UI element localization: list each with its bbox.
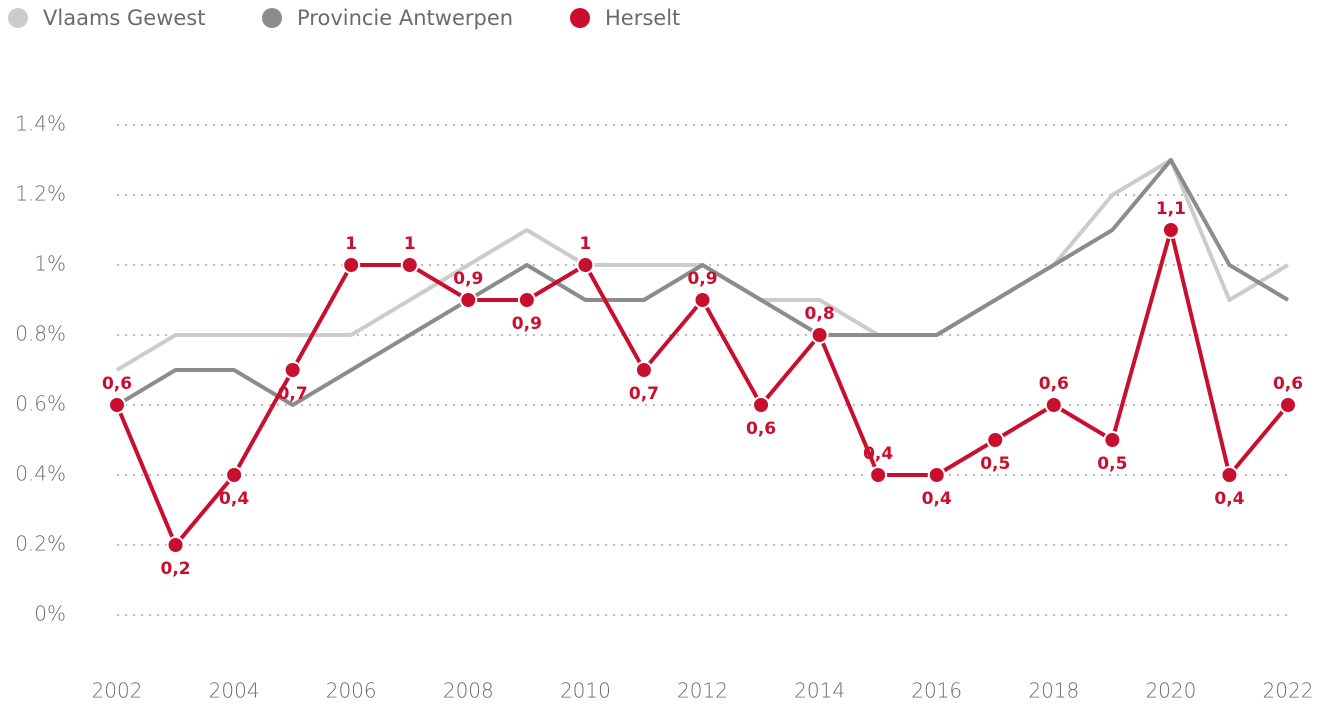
point (342, 256, 361, 274)
point (986, 431, 1005, 449)
data-label: 0,5 (1097, 454, 1127, 474)
data-label: 0,9 (512, 314, 542, 334)
point (400, 256, 419, 274)
data-label: 0,6 (746, 419, 776, 439)
data-label: 0,4 (863, 444, 893, 464)
point (1279, 396, 1297, 414)
y-tick-label: 1.2% (15, 182, 66, 206)
y-tick-label: 0.6% (15, 392, 66, 416)
point (459, 291, 478, 309)
point (693, 291, 712, 309)
data-label: 0,6 (102, 374, 132, 394)
y-tick-label: 0.2% (15, 532, 66, 556)
y-tick-label: 0% (34, 602, 66, 626)
data-label: 1 (345, 234, 357, 254)
point (1044, 396, 1063, 414)
point (108, 396, 126, 414)
x-tick-label: 2018 (1028, 679, 1079, 703)
data-label: 0,4 (1214, 489, 1244, 509)
point (752, 396, 771, 414)
data-label: 0,6 (1039, 374, 1069, 394)
point (225, 466, 244, 484)
point (576, 256, 595, 274)
legend-marker (262, 8, 282, 28)
x-tick-label: 2004 (209, 679, 260, 703)
point (1220, 466, 1239, 484)
data-label: 1 (579, 234, 591, 254)
x-tick-label: 2022 (1263, 679, 1314, 703)
x-tick-label: 2016 (911, 679, 962, 703)
x-tick-label: 2002 (92, 679, 143, 703)
point (1103, 431, 1122, 449)
x-tick-label: 2012 (677, 679, 728, 703)
legend-label: Vlaams Gewest (43, 6, 205, 30)
point (810, 326, 829, 344)
data-label: 0,7 (629, 384, 659, 404)
y-tick-label: 1% (34, 252, 66, 276)
x-tick-label: 2006 (326, 679, 377, 703)
x-tick-label: 2010 (560, 679, 611, 703)
x-tick-label: 2008 (443, 679, 494, 703)
data-label: 0,9 (687, 269, 717, 289)
x-tick-label: 2020 (1145, 679, 1196, 703)
point (634, 361, 653, 379)
x-tick-label: 2014 (794, 679, 845, 703)
point (283, 361, 302, 379)
data-label: 0,4 (219, 489, 249, 509)
data-label: 1,1 (1156, 199, 1186, 219)
point (869, 466, 888, 484)
legend-marker (570, 8, 590, 28)
legend-label: Provincie Antwerpen (297, 6, 513, 30)
point (517, 291, 536, 309)
y-tick-label: 0.4% (15, 462, 66, 486)
data-label: 0,7 (278, 384, 308, 404)
point (1161, 221, 1180, 239)
legend-label: Herselt (605, 6, 680, 30)
data-label: 0,9 (453, 269, 483, 289)
point (166, 536, 185, 554)
data-label: 0,5 (980, 454, 1010, 474)
data-label: 0,2 (160, 559, 190, 579)
series-line (115, 158, 1290, 407)
legend-marker (8, 8, 28, 28)
y-tick-label: 1.4% (15, 112, 66, 136)
point (927, 466, 946, 484)
data-label: 1 (404, 234, 416, 254)
data-label: 0,4 (922, 489, 952, 509)
y-tick-label: 0.8% (15, 322, 66, 346)
data-label: 0,6 (1273, 374, 1303, 394)
data-label: 0,8 (805, 304, 835, 324)
